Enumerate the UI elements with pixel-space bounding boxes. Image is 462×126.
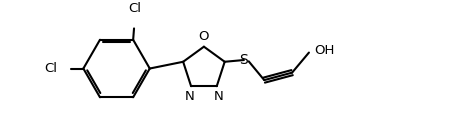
Text: Cl: Cl (44, 62, 57, 75)
Text: Cl: Cl (128, 2, 141, 15)
Text: S: S (239, 53, 248, 67)
Text: N: N (213, 90, 224, 103)
Text: N: N (184, 90, 194, 103)
Text: O: O (199, 30, 209, 43)
Text: OH: OH (314, 44, 334, 57)
